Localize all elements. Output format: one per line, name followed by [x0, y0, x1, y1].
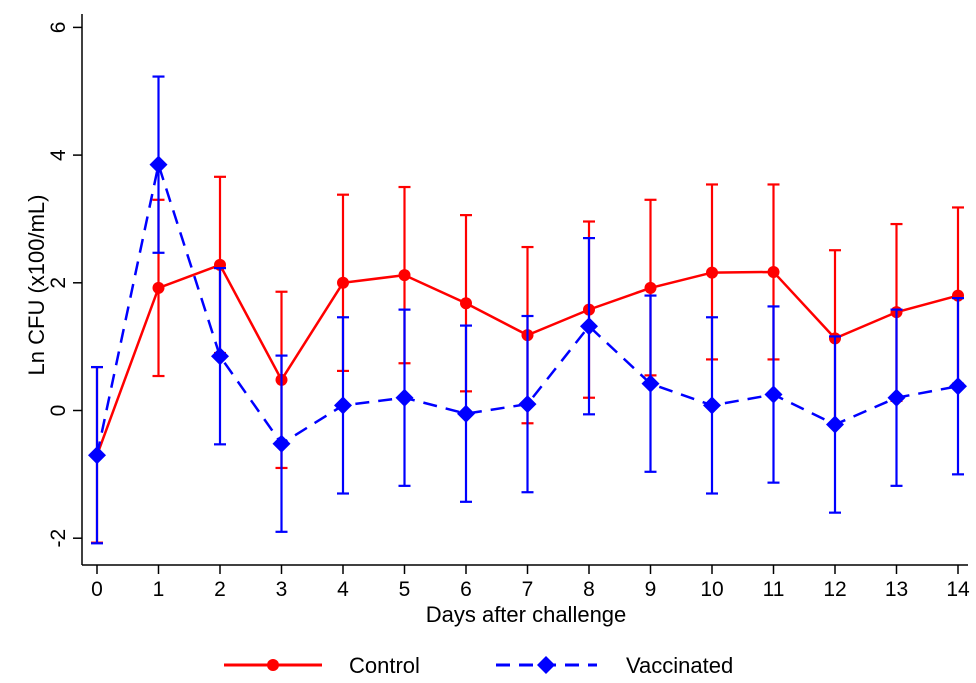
legend-vaccinated-marker	[537, 656, 555, 674]
data-point	[764, 385, 783, 404]
x-tick-label: 3	[276, 578, 288, 601]
x-tick-label: 5	[399, 578, 411, 601]
x-tick-label: 14	[946, 578, 970, 601]
x-tick-label: 9	[645, 578, 657, 601]
data-point	[149, 155, 168, 174]
x-tick-label: 7	[522, 578, 534, 601]
data-point	[949, 377, 967, 396]
x-tick-label: 6	[460, 578, 472, 601]
data-point	[460, 297, 472, 310]
data-point	[580, 317, 598, 336]
legend-control-label: Control	[349, 653, 420, 678]
data-point	[337, 276, 349, 289]
data-point	[334, 396, 352, 415]
x-axis-title: Days after challenge	[426, 602, 627, 627]
data-point	[826, 415, 844, 434]
x-tick-label: 0	[91, 578, 103, 601]
y-tick-label: 6	[47, 22, 70, 34]
y-axis-title: Ln CFU (x100/mL)	[24, 195, 49, 376]
legend: Control Vaccinated	[224, 653, 733, 678]
x-tick-label: 10	[700, 578, 723, 601]
data-point	[703, 396, 721, 415]
data-point	[152, 281, 165, 294]
y-tick-label: 4	[47, 149, 70, 161]
legend-vaccinated-label: Vaccinated	[626, 653, 733, 678]
data-point	[211, 347, 229, 366]
data-point	[457, 404, 475, 423]
data-point	[395, 388, 414, 407]
x-tick-label: 12	[823, 578, 846, 601]
x-tick-label: 11	[763, 578, 785, 601]
x-tick-label: 13	[885, 578, 908, 601]
plot-area	[88, 75, 967, 545]
x-tick-label: 8	[583, 578, 595, 601]
data-point	[767, 265, 780, 278]
data-point	[644, 281, 657, 294]
x-tick-label: 4	[337, 578, 349, 601]
data-point	[88, 446, 106, 465]
y-tick-label: -2	[47, 529, 70, 548]
legend-control-marker	[267, 659, 279, 671]
data-point	[706, 266, 718, 279]
x-tick-label: 1	[153, 578, 165, 601]
data-point	[518, 395, 537, 414]
y-tick-label: 2	[47, 277, 70, 289]
data-point	[398, 269, 411, 282]
series-vaccinated	[88, 75, 967, 545]
x-tick-label: 2	[214, 578, 226, 601]
data-point	[887, 388, 906, 407]
series-line	[95, 159, 959, 456]
y-tick-label: 0	[47, 405, 70, 417]
data-point	[641, 374, 660, 393]
data-point	[272, 434, 291, 453]
